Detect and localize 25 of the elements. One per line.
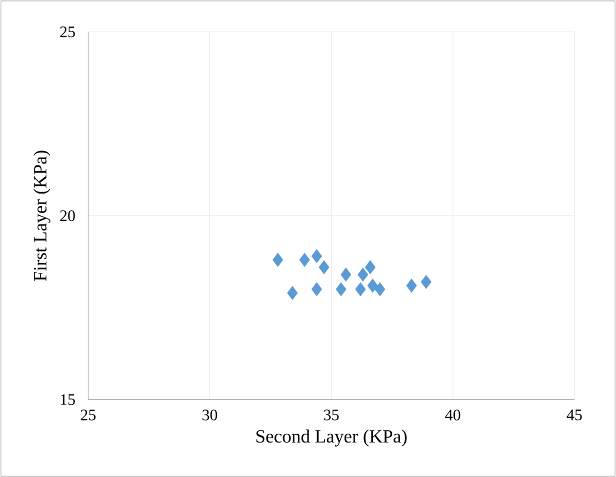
point	[355, 282, 366, 296]
point	[311, 282, 322, 296]
x-tick-label: 30	[202, 410, 218, 420]
x-tick-label: 40	[445, 410, 460, 420]
point	[336, 282, 346, 296]
x-tick-label: 25	[80, 410, 96, 420]
x-tick-label: 35	[324, 410, 339, 420]
point	[358, 268, 368, 282]
point	[406, 278, 417, 292]
point	[318, 260, 330, 274]
x-axis-title: Second Layer (KPa)	[256, 429, 407, 446]
y-tick-label: 20	[60, 210, 75, 222]
y-axis-title: First Layer (KPa)	[33, 150, 50, 281]
x-tick-label: 45	[566, 410, 582, 420]
point	[311, 249, 322, 264]
point	[367, 278, 378, 292]
point	[287, 286, 298, 300]
point	[272, 252, 284, 267]
y-tick-label: 25	[60, 26, 75, 38]
point	[420, 274, 432, 289]
point	[374, 282, 386, 296]
point	[299, 252, 310, 267]
y-tick-label: 15	[60, 394, 75, 405]
point	[364, 260, 376, 274]
point	[340, 268, 352, 282]
